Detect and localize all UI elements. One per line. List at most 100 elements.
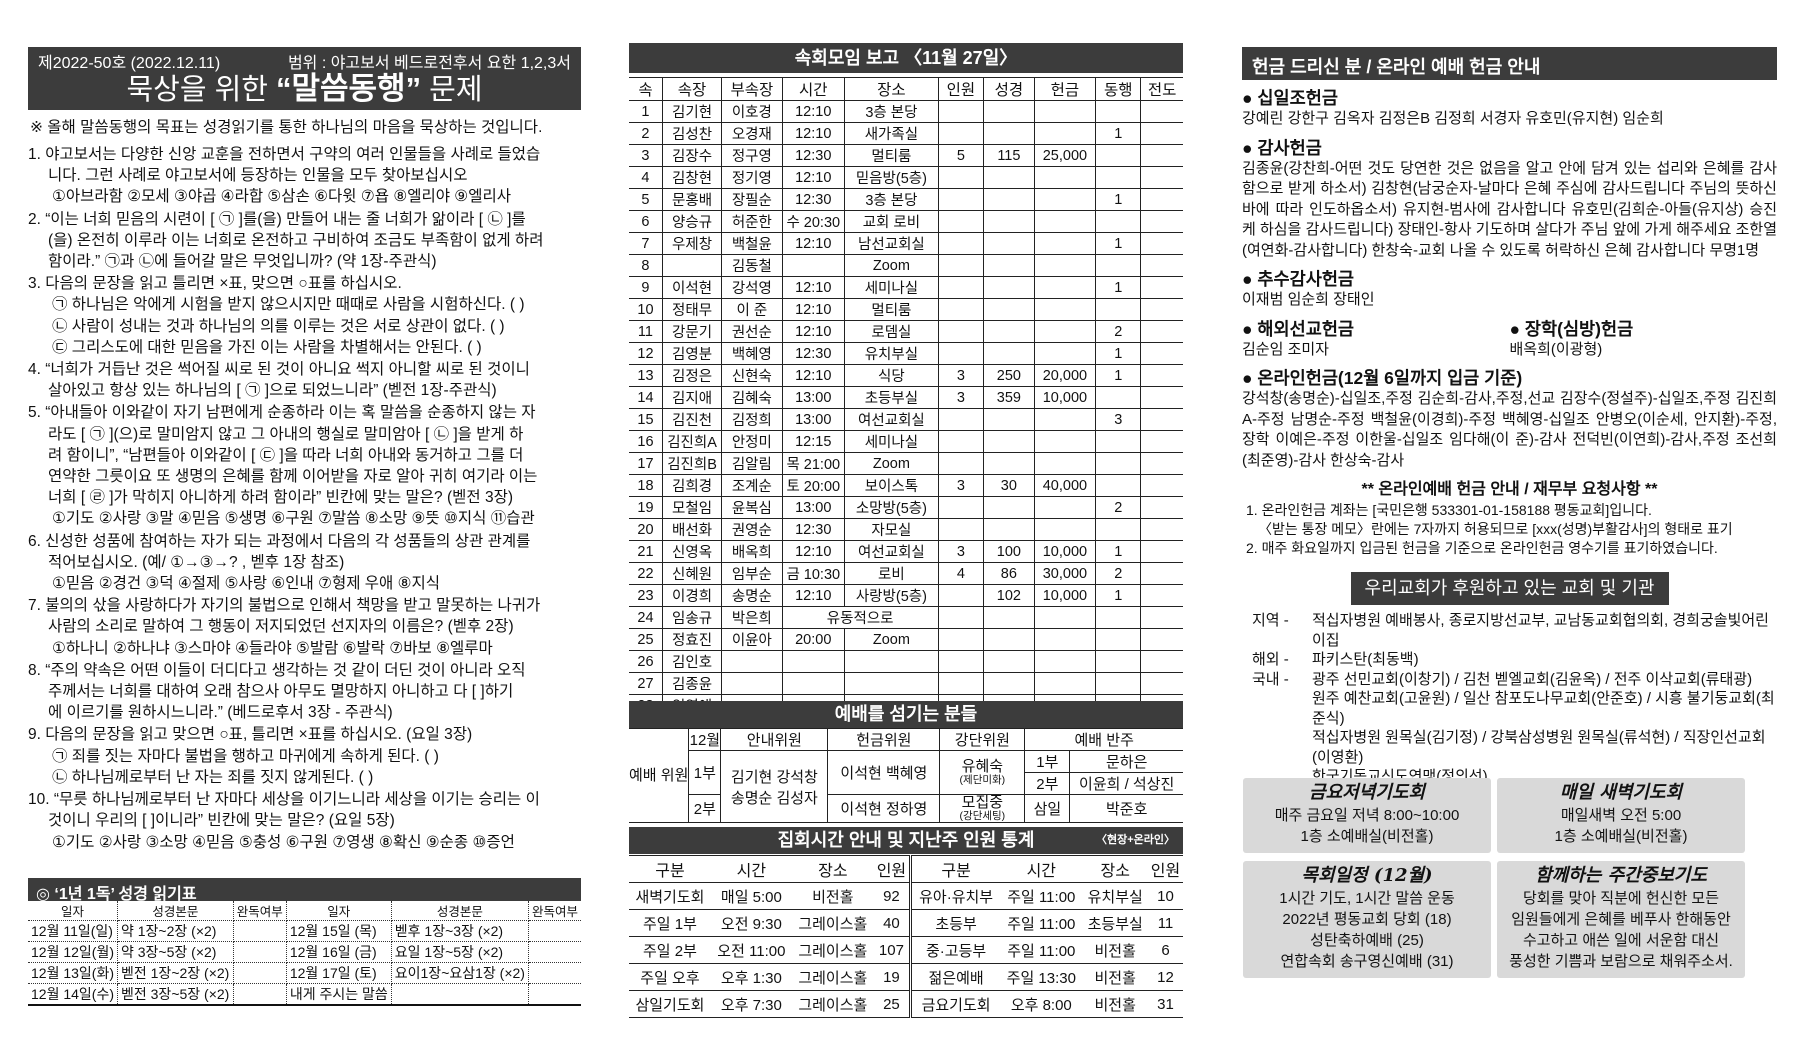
table-row: 삼일기도회 오후 7:30 그레이스홀 25 금요기도회 오후 8:00 비전홀 31	[629, 990, 1183, 1018]
table-cell: 김창현	[661, 166, 723, 189]
online-guide: 1. 온라인헌금 계좌는 [국민은행 533301-01-158188 평동교회…	[1242, 501, 1777, 558]
table-cell: 멀티룸	[844, 298, 939, 321]
table-cell	[1140, 100, 1183, 123]
table-cell	[937, 672, 985, 695]
table-cell	[1033, 496, 1097, 519]
table-cell: 주일 11:00	[1000, 909, 1083, 937]
table-cell: 오전 9:30	[710, 909, 792, 937]
acc-name: 문하은	[1069, 750, 1183, 773]
table-cell	[661, 254, 723, 277]
table-cell	[983, 122, 1035, 145]
table-cell	[937, 606, 985, 629]
support-row: 해외 - 파키스탄(최동백)	[1252, 650, 1777, 670]
table-cell: 토 20:00	[781, 474, 846, 497]
table-cell: 배선화	[661, 518, 723, 541]
table-row: 새벽기도회 매일 5:00 비전홀 92 유아·유치부 주일 11:00 유치부실 10	[629, 882, 1183, 910]
question-line: 4. “너희가 거듭난 것은 썩어질 씨로 된 것이 아니요 썩지 아니할 씨로…	[28, 361, 530, 379]
table-cell: 조계순	[721, 474, 783, 497]
table-cell	[781, 254, 846, 277]
table-cell: 15	[629, 408, 663, 431]
quiz-header: 제2022-50호 (2022.12.11) 범위 : 야고보서 베드로전후서 요…	[28, 47, 581, 110]
table-cell[interactable]	[233, 962, 287, 984]
table-cell	[1140, 650, 1183, 673]
table-cell: 김혜숙	[721, 386, 783, 409]
table-cell: 이호경	[721, 100, 783, 123]
table-cell[interactable]	[528, 983, 581, 1006]
scholarship-names: 배옥희(이광형)	[1509, 340, 1603, 358]
table-cell	[1033, 628, 1097, 651]
meeting-report-title: 속회모임 보고 〈11월 27일〉	[629, 43, 1183, 73]
table-cell: 12:30	[781, 144, 846, 167]
thanks-heading: ● 감사헌금	[1242, 137, 1322, 158]
table-cell	[1095, 628, 1142, 651]
table-row: 18 김희경 조계순 토 20:00 보이스톡 3 30 40,000	[629, 474, 1183, 497]
table-row: 21 신영옥 배옥희 12:10 여선교회실 3 100 10,000 1	[629, 540, 1183, 563]
table-cell: 3층 본당	[844, 188, 939, 211]
question-line: 것이니 우리의 [ ]이니라” 빈칸에 맞는 말은? (요일 5장)	[48, 812, 395, 830]
question-1: 1. 야고보서는 다양한 신앙 교훈을 전하면서 구약의 여러 인물들을 사례로…	[28, 144, 581, 208]
question-line: 적어보십시오. (예/ ①→③→? , 벧후 1장 참조)	[48, 553, 345, 571]
question-line: 9. 다음의 문장을 읽고 맞으면 ○표, 틀리면 ×표를 하십시오. (요일 …	[28, 726, 473, 744]
table-cell[interactable]	[233, 920, 287, 942]
online-names: 강석창(송명순)-십일조,주정 김순희-감사,주정,선교 김장수(정설주)-십일…	[1242, 390, 1777, 469]
table-cell[interactable]	[528, 941, 581, 963]
notice-box-title: 함께하는 주간중보기도	[1535, 865, 1707, 886]
harvest-names: 이재범 임순희 장태인	[1242, 291, 1375, 308]
table-cell: 102	[983, 584, 1035, 607]
table-cell: 1	[1095, 188, 1142, 211]
table-cell[interactable]	[528, 920, 581, 942]
table-row: 주일 오후 오후 1:30 그레이스홀 19 젊은예배 주일 13:30 비전홀 12	[629, 963, 1183, 991]
table-cell: 16	[629, 430, 663, 453]
table-cell: 10,000	[1033, 540, 1097, 563]
table-cell: 14	[629, 386, 663, 409]
table-cell	[983, 298, 1035, 321]
table-cell	[1095, 210, 1142, 233]
table-cell	[1140, 408, 1183, 431]
table-cell	[1140, 364, 1183, 387]
table-cell: 25,000	[1033, 144, 1097, 167]
table-cell	[983, 188, 1035, 211]
table-cell: 그레이스홀	[791, 909, 874, 937]
column-header: 완독여부	[233, 901, 287, 921]
table-cell: 수 20:30	[781, 210, 846, 233]
question-line: ㉠ 죄를 짓는 자마다 불법을 행하고 마귀에게 속하게 된다. ( )	[52, 747, 439, 765]
table-cell: 정기영	[721, 166, 783, 189]
support-entries: 적십자병원 원목실(김기정) / 강북삼성병원 원목실(류석현) / 직장인선교…	[1312, 729, 1766, 766]
table-cell: Zoom	[844, 254, 939, 277]
table-cell[interactable]	[233, 983, 287, 1006]
table-header: 속 속장 부속장 시간 장소 인원 성경 헌금 동행 전도	[629, 77, 1183, 101]
table-cell	[1095, 606, 1142, 629]
title-emphasis: “말씀동행”	[276, 71, 422, 106]
table-cell: 12:30	[781, 518, 846, 541]
question-line: 8. “주의 약속은 어떤 이들이 더디다고 생각하는 것 같이 더딘 것이 아…	[28, 661, 526, 679]
table-cell	[1033, 188, 1097, 211]
online-heading: ● 온라인헌금(12월 6일까지 입금 기준)	[1242, 368, 1523, 388]
month-cell: 12월	[688, 728, 722, 751]
table-cell: 12	[1147, 963, 1183, 991]
column-header: 부속장	[721, 77, 783, 101]
table-cell: 초등부실	[1082, 909, 1148, 937]
table-cell: 벧전 3장~5장 (×2)	[117, 983, 234, 1006]
question-line: 함이라.” ㉠과 ㉡에 들어갈 말은 무엇입니까? (약 1장-주관식)	[48, 253, 437, 271]
table-cell: 이석현	[661, 276, 723, 299]
table-cell: 20:00	[781, 628, 846, 651]
servers-table: 예배 위원 12월 안내위원 헌금위원 강단위원 예배 반주 1부 김기현 강석…	[629, 728, 1183, 823]
table-cell: 12:10	[781, 540, 846, 563]
column-header: 헌금	[1033, 77, 1097, 101]
question-line: ㉡ 하나님께로부터 난 자는 죄를 짓지 않게된다. ( )	[52, 768, 374, 786]
offering-title: 헌금 드리신 분 / 온라인 예배 헌금 안내	[1242, 47, 1777, 80]
table-cell[interactable]	[528, 962, 581, 984]
table-cell	[1140, 540, 1183, 563]
column-header: 성경	[983, 77, 1035, 101]
title-part: 묵상을 위한	[126, 74, 276, 106]
table-cell[interactable]	[233, 941, 287, 963]
question-line: 너희 [ ㉣ ]가 막히지 아니하게 하려 함이라” 빈칸에 맞는 말은? (벧…	[48, 489, 514, 507]
table-cell: 비전홀	[1082, 963, 1148, 991]
table-cell	[937, 188, 985, 211]
guide-line: 1. 온라인헌금 계좌는 [국민은행 533301-01-158188 평동교회…	[1246, 502, 1652, 518]
table-cell	[1095, 386, 1142, 409]
table-cell	[937, 210, 985, 233]
table-cell: 그레이스홀	[791, 936, 874, 964]
table-cell: 남선교회실	[844, 232, 939, 255]
table-cell	[937, 628, 985, 651]
